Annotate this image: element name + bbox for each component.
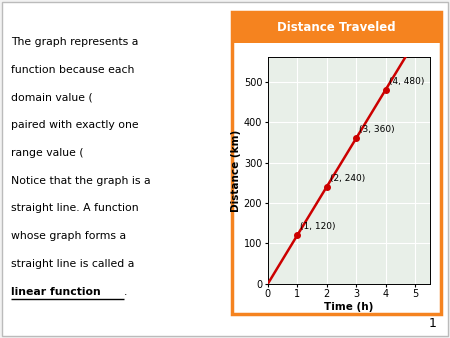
Text: (1, 120): (1, 120) <box>300 222 336 231</box>
Text: y: y <box>294 148 301 158</box>
Text: whose graph forms a: whose graph forms a <box>11 231 126 241</box>
Text: .: . <box>124 287 127 297</box>
X-axis label: Time (h): Time (h) <box>324 302 374 312</box>
Text: (3, 360): (3, 360) <box>359 125 395 134</box>
Text: range value (: range value ( <box>11 148 84 158</box>
Text: function because each: function because each <box>11 65 135 75</box>
Text: paired with exactly one: paired with exactly one <box>11 120 139 130</box>
Text: Notice that the graph is a: Notice that the graph is a <box>11 176 151 186</box>
FancyBboxPatch shape <box>232 12 441 314</box>
Text: domain value (: domain value ( <box>11 93 93 103</box>
Text: linear function: linear function <box>11 287 101 297</box>
Text: (4, 480): (4, 480) <box>388 77 424 86</box>
Text: The graph represents a: The graph represents a <box>11 37 139 47</box>
FancyBboxPatch shape <box>2 2 448 336</box>
Text: straight line is called a: straight line is called a <box>11 259 135 269</box>
Text: -value).: -value). <box>313 148 354 158</box>
Text: (2, 240): (2, 240) <box>329 174 365 183</box>
Text: -value) is: -value) is <box>334 93 384 103</box>
Text: x: x <box>316 93 322 103</box>
Text: Distance Traveled: Distance Traveled <box>277 21 396 34</box>
Y-axis label: Distance (km): Distance (km) <box>231 129 241 212</box>
Text: 1: 1 <box>428 317 436 330</box>
FancyBboxPatch shape <box>232 12 441 43</box>
Text: straight line. A function: straight line. A function <box>11 203 139 214</box>
